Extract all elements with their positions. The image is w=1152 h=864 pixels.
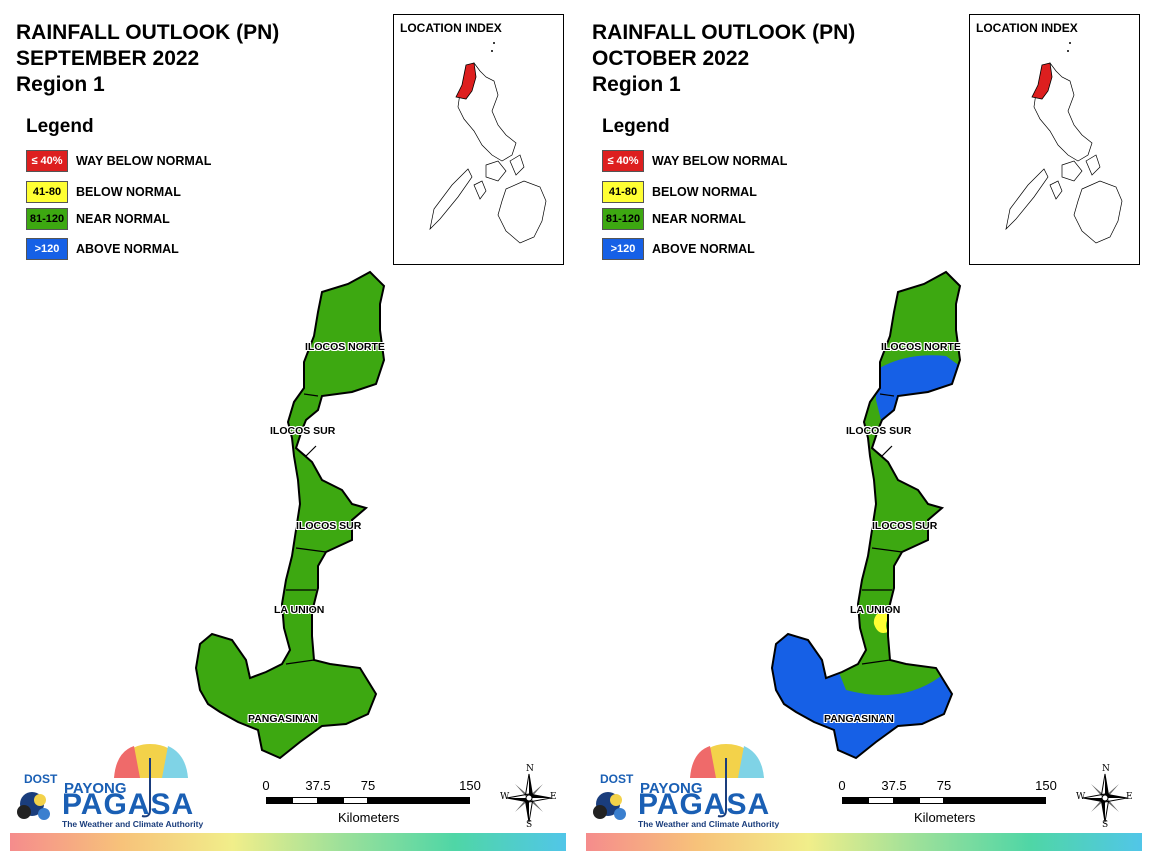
title-month: SEPTEMBER 2022: [16, 46, 279, 72]
map-title: RAINFALL OUTLOOK (PN) OCTOBER 2022 Regio…: [592, 20, 855, 98]
scale-segment: [318, 797, 343, 804]
logo-dost-text: DOST: [24, 772, 57, 786]
legend-title: Legend: [602, 116, 670, 138]
scale-segment: [919, 797, 944, 804]
scale-tick: 150: [459, 778, 481, 793]
scale-segment: [292, 797, 318, 804]
legend-label: NEAR NORMAL: [652, 212, 746, 226]
legend-label: ABOVE NORMAL: [76, 242, 179, 256]
compass-w: W: [1076, 792, 1085, 802]
philippines-locator-map: [970, 15, 1141, 266]
scale-tick: 0: [262, 778, 269, 793]
logo-pagasa-text: PAGASA: [62, 788, 194, 822]
province-label-ilocos-sur-2: ILOCOS SUR: [872, 520, 937, 532]
province-label-la-union: LA UNION: [274, 604, 324, 616]
compass-e: E: [550, 792, 557, 802]
color-gradient-strip: [586, 833, 1142, 851]
scale-bar: 0 37.5 75 150 Kilometers: [838, 778, 1068, 828]
region-1-map: [576, 260, 1152, 780]
province-label-ilocos-norte: ILOCOS NORTE: [305, 341, 385, 353]
compass-rose: N S E W: [1074, 766, 1136, 830]
payong-pagasa-logo: DOST PAYONG PAGASA The Weather and Clima…: [10, 738, 200, 830]
legend-swatch: 81-120: [602, 208, 644, 230]
color-gradient-strip: [10, 833, 566, 851]
scale-segment: [343, 797, 368, 804]
compass-s: S: [1102, 820, 1108, 830]
outlook-panel-september: RAINFALL OUTLOOK (PN) SEPTEMBER 2022 Reg…: [0, 0, 576, 864]
scale-tick: 75: [361, 778, 375, 793]
philippines-locator-map: [394, 15, 565, 266]
compass-s: S: [526, 820, 532, 830]
logo-tagline: The Weather and Climate Authority: [62, 819, 203, 829]
province-label-ilocos-sur: ILOCOS SUR: [270, 425, 335, 437]
legend-swatch: 41-80: [602, 181, 644, 203]
compass-n: N: [526, 764, 534, 774]
scale-segment: [842, 797, 868, 804]
scale-bar: 0 37.5 75 150 Kilometers: [262, 778, 492, 828]
compass-e: E: [1126, 792, 1133, 802]
scale-segment: [868, 797, 894, 804]
scale-units: Kilometers: [914, 810, 975, 825]
scale-tick: 37.5: [305, 778, 330, 793]
province-label-ilocos-sur: ILOCOS SUR: [846, 425, 911, 437]
scale-units: Kilometers: [338, 810, 399, 825]
title-region: Region 1: [16, 72, 279, 98]
logo-dost-text: DOST: [600, 772, 633, 786]
legend-label: BELOW NORMAL: [76, 185, 181, 199]
scale-segment: [944, 797, 1046, 804]
logo-pagasa-text: PAGASA: [638, 788, 770, 822]
province-label-ilocos-sur-2: ILOCOS SUR: [296, 520, 361, 532]
title-line-1: RAINFALL OUTLOOK (PN): [16, 20, 279, 46]
scale-tick: 75: [937, 778, 951, 793]
legend-label: WAY BELOW NORMAL: [652, 154, 787, 168]
scale-segment: [368, 797, 470, 804]
legend-label: NEAR NORMAL: [76, 212, 170, 226]
title-line-1: RAINFALL OUTLOOK (PN): [592, 20, 855, 46]
province-label-la-union: LA UNION: [850, 604, 900, 616]
province-label-ilocos-norte: ILOCOS NORTE: [881, 341, 961, 353]
title-region: Region 1: [592, 72, 855, 98]
scale-tick: 150: [1035, 778, 1057, 793]
scale-segment: [266, 797, 292, 804]
map-title: RAINFALL OUTLOOK (PN) SEPTEMBER 2022 Reg…: [16, 20, 279, 98]
region-1-map: [0, 260, 576, 780]
scale-tick: 37.5: [881, 778, 906, 793]
province-label-pangasinan: PANGASINAN: [248, 713, 318, 725]
province-label-pangasinan: PANGASINAN: [824, 713, 894, 725]
legend-swatch: ≤ 40%: [26, 150, 68, 172]
legend-label: BELOW NORMAL: [652, 185, 757, 199]
legend-swatch: 41-80: [26, 181, 68, 203]
logo-tagline: The Weather and Climate Authority: [638, 819, 779, 829]
compass-n: N: [1102, 764, 1110, 774]
location-index-inset: LOCATION INDEX: [969, 14, 1140, 265]
scale-tick: 0: [838, 778, 845, 793]
legend-label: WAY BELOW NORMAL: [76, 154, 211, 168]
scale-segment: [894, 797, 919, 804]
legend-swatch: >120: [602, 238, 644, 260]
title-month: OCTOBER 2022: [592, 46, 855, 72]
legend-swatch: 81-120: [26, 208, 68, 230]
payong-pagasa-logo: DOST PAYONG PAGASA The Weather and Clima…: [586, 738, 776, 830]
compass-rose: N S E W: [498, 766, 560, 830]
legend-swatch: >120: [26, 238, 68, 260]
location-index-inset: LOCATION INDEX: [393, 14, 564, 265]
legend-swatch: ≤ 40%: [602, 150, 644, 172]
legend-label: ABOVE NORMAL: [652, 242, 755, 256]
legend-title: Legend: [26, 116, 94, 138]
compass-w: W: [500, 792, 509, 802]
outlook-panel-october: RAINFALL OUTLOOK (PN) OCTOBER 2022 Regio…: [576, 0, 1152, 864]
